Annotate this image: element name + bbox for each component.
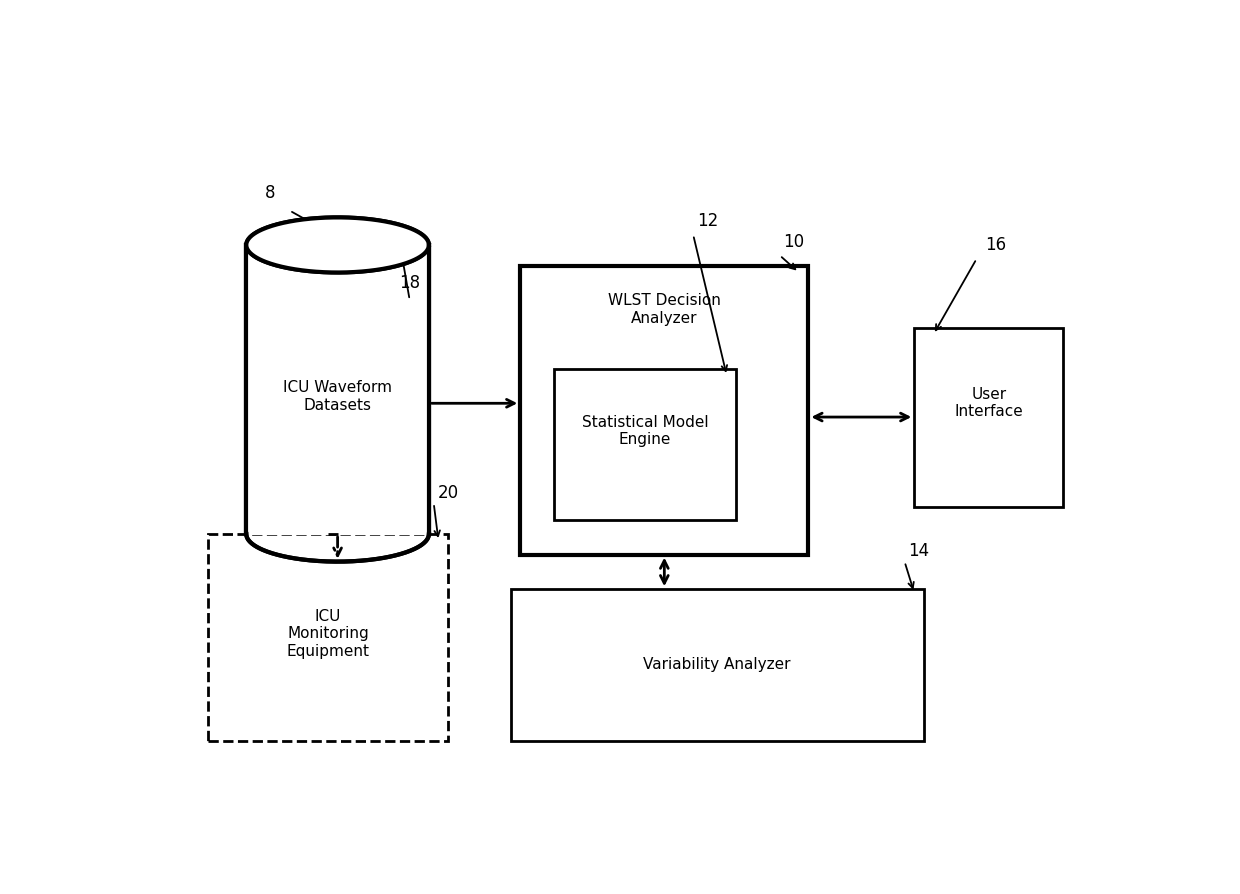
- Text: ICU
Monitoring
Equipment: ICU Monitoring Equipment: [286, 609, 370, 659]
- Text: User
Interface: User Interface: [955, 387, 1023, 419]
- Text: 8: 8: [265, 184, 275, 202]
- Text: Variability Analyzer: Variability Analyzer: [644, 657, 791, 672]
- Text: 20: 20: [438, 484, 459, 502]
- Text: 16: 16: [986, 236, 1007, 254]
- Bar: [554, 369, 737, 520]
- Text: 10: 10: [784, 232, 805, 250]
- Text: 12: 12: [697, 212, 718, 230]
- Polygon shape: [247, 217, 429, 273]
- Text: WLST Decision
Analyzer: WLST Decision Analyzer: [608, 293, 720, 325]
- Bar: [914, 327, 1063, 507]
- Text: 14: 14: [909, 543, 930, 561]
- Bar: [511, 589, 924, 740]
- Polygon shape: [247, 245, 429, 534]
- Text: ICU Waveform
Datasets: ICU Waveform Datasets: [283, 380, 392, 413]
- Polygon shape: [247, 217, 429, 273]
- Bar: [521, 266, 808, 554]
- Bar: [208, 534, 448, 740]
- Text: 18: 18: [399, 274, 420, 291]
- Text: Statistical Model
Engine: Statistical Model Engine: [582, 415, 708, 447]
